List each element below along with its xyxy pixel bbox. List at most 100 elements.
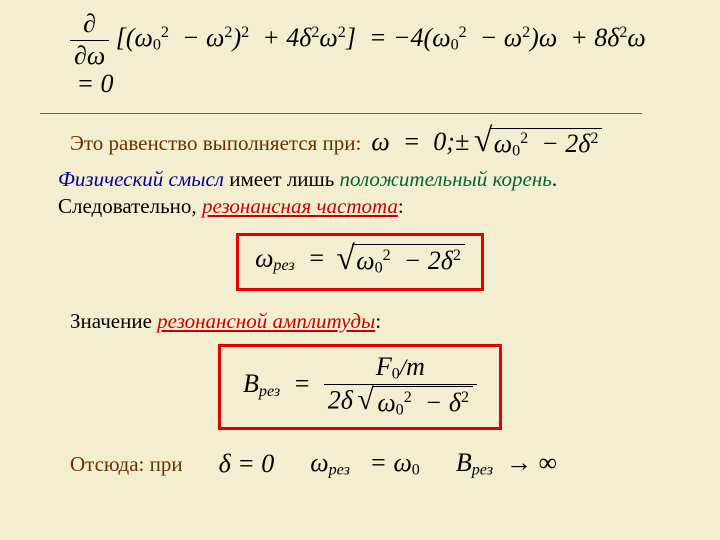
m-var: m [406, 352, 425, 381]
four: 4 [286, 23, 299, 52]
pos-root: положительный корень [340, 167, 552, 191]
w-rez2: ω [310, 448, 328, 477]
sqrt-freq: √ ω02 − 2δ2 [338, 244, 465, 277]
sup2: 2 [161, 24, 169, 41]
condition-text: Это равенство выполняется при: [70, 131, 361, 156]
paren-close: ) [232, 23, 241, 52]
amp-fraction: F0/m 2δ √ ω02 − δ2 [324, 353, 477, 420]
res-freq-label: резонансная частота [202, 194, 398, 218]
rez-sub: рез [273, 258, 294, 275]
infinity: ∞ [539, 448, 558, 477]
wc: ω [539, 23, 557, 52]
sub0b: 0 [451, 37, 459, 54]
sup2n: 2 [461, 389, 469, 406]
eq7: = [369, 448, 387, 477]
zero-rhs: 0 [101, 69, 114, 98]
eight: 8 [594, 23, 607, 52]
w0: ω [135, 23, 153, 52]
paren-close2: ) [530, 23, 539, 52]
sup2l: 2 [453, 248, 461, 265]
delta4: δ [441, 246, 453, 275]
bracket-open: [( [116, 23, 135, 52]
eq5: = [293, 369, 311, 398]
partial-fraction: ∂ ∂ω [70, 10, 109, 70]
physical-sense-line: Физический смысл имеет лишь положительны… [58, 167, 680, 192]
omega-var: ω [87, 41, 105, 70]
arrow: → [506, 448, 532, 477]
dot1: . [552, 167, 557, 191]
w0d: ω [356, 246, 374, 275]
eq1: = [369, 23, 387, 52]
w: ω [206, 23, 224, 52]
bottom-line: Отсюда: при δ = 0 ωрез = ω0 Bрез → ∞ [70, 448, 680, 480]
two-a: 2 [565, 129, 578, 158]
bottom-lead: Отсюда: при [70, 452, 183, 477]
minus4: − [404, 246, 422, 275]
colon1: : [398, 194, 404, 218]
two-c: 2 [328, 386, 341, 415]
sup2g: 2 [522, 24, 530, 41]
minus3: − [541, 129, 559, 158]
zero-semi: 0; [433, 127, 455, 156]
slide-root: ∂ ∂ω [(ω02 − ω2)2 + 4δ2ω2] = −4(ω02 − ω2… [0, 0, 720, 540]
formula-box-amplitude: Bрез = F0/m 2δ √ ω02 − δ2 [218, 344, 502, 431]
formula-box-frequency: ωрез = √ ω02 − 2δ2 [236, 233, 484, 290]
paren-open2: ( [424, 23, 433, 52]
eq3: = [403, 127, 421, 156]
phys-sense: Физический смысл [58, 167, 224, 191]
bracket-close: ] [346, 23, 356, 52]
amp-red: резонансной амплитуды [157, 309, 375, 333]
rez-sub4: рез [472, 462, 493, 479]
B-rez-inf: Bрез → ∞ [456, 448, 557, 480]
amp-lead: Значение [70, 309, 157, 333]
w0e: ω [377, 388, 395, 417]
colon2: : [375, 309, 381, 333]
eq6: = [237, 449, 255, 478]
two-b: 2 [428, 246, 441, 275]
plus2: + [570, 23, 588, 52]
partial-symbol-2: ∂ [74, 41, 87, 70]
pm: ± [455, 127, 469, 156]
delta5: δ [341, 386, 353, 415]
sub0f: 0 [412, 462, 420, 479]
sup2m: 2 [404, 389, 412, 406]
sup2f: 2 [459, 24, 467, 41]
delta-zero: δ = 0 [219, 449, 275, 479]
sup2j: 2 [590, 130, 598, 147]
plus: + [262, 23, 280, 52]
sub0e: 0 [396, 402, 404, 419]
rez-sub2: рез [259, 382, 280, 399]
wb: ω [504, 23, 522, 52]
eq2: = [77, 69, 95, 98]
minus5: − [425, 388, 443, 417]
sqrt-roots: √ ω02 − 2δ2 [476, 128, 603, 160]
four-b: 4 [411, 23, 424, 52]
res-freq-box-wrap: ωрез = √ ω02 − 2δ2 [40, 233, 680, 290]
partial-symbol: ∂ [83, 9, 96, 38]
F0-sub: 0 [392, 365, 400, 382]
sled: Следовательно, [58, 194, 202, 218]
w0b: ω [432, 23, 450, 52]
F0: F [376, 352, 392, 381]
zero-b: 0 [261, 449, 274, 478]
delta7: δ [219, 449, 231, 478]
w0c: ω [494, 129, 512, 158]
therefore-line: Следовательно, резонансная частота: [58, 194, 680, 219]
delta: δ [299, 23, 311, 52]
delta6: δ [449, 388, 461, 417]
w2: ω [319, 23, 337, 52]
sub0d: 0 [375, 260, 383, 277]
amp-box-wrap: Bрез = F0/m 2δ √ ω02 − δ2 [40, 344, 680, 431]
minus2: − [480, 23, 498, 52]
omega-rez-eq-omega0: ωрез = ω0 [310, 448, 420, 480]
B-rez: B [243, 369, 259, 398]
phys-mid: имеет лишь [224, 167, 340, 191]
amplitude-label-line: Значение резонансной амплитуды: [70, 309, 680, 334]
w-rez: ω [255, 244, 273, 273]
sup2k: 2 [383, 248, 391, 265]
B-rez2: B [456, 448, 472, 477]
equation-roots: ω = 0;± √ ω02 − 2δ2 [371, 128, 602, 160]
wd: ω [627, 23, 645, 52]
neg: − [393, 23, 411, 52]
w-sol: ω [371, 127, 389, 156]
